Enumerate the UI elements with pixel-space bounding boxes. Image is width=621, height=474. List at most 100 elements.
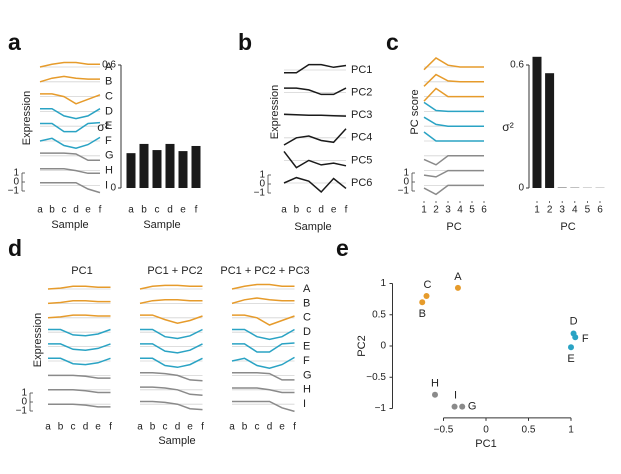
x-tick-label: f [293, 422, 296, 433]
trace [423, 57, 484, 71]
x-tick-label: e [85, 205, 91, 216]
x-tick-label: e [187, 422, 193, 433]
trace [423, 101, 484, 113]
bar [191, 145, 201, 188]
y-axis-label: σ² [97, 120, 108, 134]
trace [48, 343, 111, 351]
trace-label: D [105, 105, 113, 117]
y-tick-label: −1 [375, 403, 387, 414]
scale-label: −1 [398, 186, 410, 197]
y-tick-label: 0 [110, 183, 116, 194]
panel-letter: c [386, 29, 399, 55]
trace [423, 116, 484, 127]
x-tick-label: b [141, 205, 147, 216]
scale-label: 0 [13, 177, 19, 188]
point-label: A [454, 271, 462, 283]
trace [423, 155, 484, 166]
scale-label: −1 [16, 406, 28, 417]
trace [48, 403, 111, 408]
point-label: F [582, 333, 589, 345]
y-tick-label: 0 [380, 341, 386, 352]
trace-label: F [105, 135, 112, 147]
y-tick-label: 1 [380, 278, 386, 289]
x-tick-label: 5 [585, 205, 591, 216]
x-tick-label: b [58, 422, 64, 433]
trace [48, 374, 111, 379]
x-tick-label: a [229, 422, 235, 433]
scale-label: −1 [8, 186, 20, 197]
trace-label: B [105, 76, 112, 88]
trace [140, 343, 203, 354]
trace-label: E [105, 120, 112, 132]
x-axis-label: PC1 [475, 438, 496, 450]
x-tick-label: d [318, 205, 324, 216]
panel-letter: e [336, 235, 349, 261]
x-tick-label: 1 [534, 205, 540, 216]
x-tick-label: e [95, 422, 101, 433]
y-tick-label: 0 [518, 183, 524, 194]
subplot-title: PC1 [71, 265, 92, 277]
trace [140, 328, 203, 340]
trace [47, 285, 111, 290]
x-tick-label: 6 [597, 205, 603, 216]
x-tick-label: c [255, 422, 260, 433]
trace [48, 328, 111, 337]
x-tick-label: a [281, 205, 287, 216]
trace [39, 136, 101, 149]
panel-letter: a [8, 29, 21, 55]
y-axis-label: Expression [269, 85, 281, 139]
trace [47, 314, 111, 319]
trace-label: C [105, 91, 113, 103]
x-tick-label: f [345, 205, 348, 216]
x-axis-label: Sample [143, 219, 180, 231]
scale-label: 1 [403, 168, 409, 179]
y-tick-label: 0.6 [510, 60, 524, 71]
trace [284, 63, 347, 74]
x-tick-label: f [201, 422, 204, 433]
trace-label: PC3 [351, 109, 372, 121]
scale-label: 1 [13, 168, 19, 179]
scale-label: 1 [21, 388, 27, 399]
x-tick-label: f [195, 205, 198, 216]
scale-label: −1 [254, 188, 266, 199]
trace [40, 107, 101, 120]
subplot-title: PC1 + PC2 + PC3 [220, 265, 309, 277]
trace-label: PC1 [351, 64, 372, 76]
point-label: I [454, 390, 457, 402]
trace [232, 387, 295, 394]
x-tick-label: c [306, 205, 311, 216]
x-tick-label: 0.5 [522, 425, 536, 436]
trace-label: G [303, 369, 312, 381]
panel-letter: b [238, 29, 252, 55]
x-axis-label: PC [560, 221, 575, 233]
trace [423, 73, 484, 87]
point [568, 344, 574, 351]
scale-label: 0 [21, 397, 27, 408]
bar [532, 56, 542, 188]
trace [423, 169, 484, 178]
x-tick-label: c [163, 422, 168, 433]
x-tick-label: 1 [568, 425, 574, 436]
x-tick-label: a [37, 205, 43, 216]
x-tick-label: b [294, 205, 300, 216]
trace [231, 297, 295, 305]
trace [232, 342, 295, 353]
x-tick-label: b [242, 422, 248, 433]
trace-label: PC5 [351, 154, 372, 166]
trace [283, 176, 347, 194]
trace [423, 131, 484, 142]
x-tick-label: d [73, 205, 79, 216]
point [454, 284, 461, 291]
trace [231, 283, 295, 290]
point [432, 391, 438, 398]
x-tick-label: c [71, 422, 76, 433]
trace-label: PC4 [351, 132, 372, 144]
x-tick-label: 4 [572, 205, 578, 216]
x-tick-label: a [128, 205, 134, 216]
trace [283, 128, 347, 146]
x-tick-label: d [167, 205, 173, 216]
trace [139, 299, 203, 305]
x-tick-label: e [180, 205, 186, 216]
trace-label: C [303, 312, 311, 324]
trace [139, 284, 203, 290]
